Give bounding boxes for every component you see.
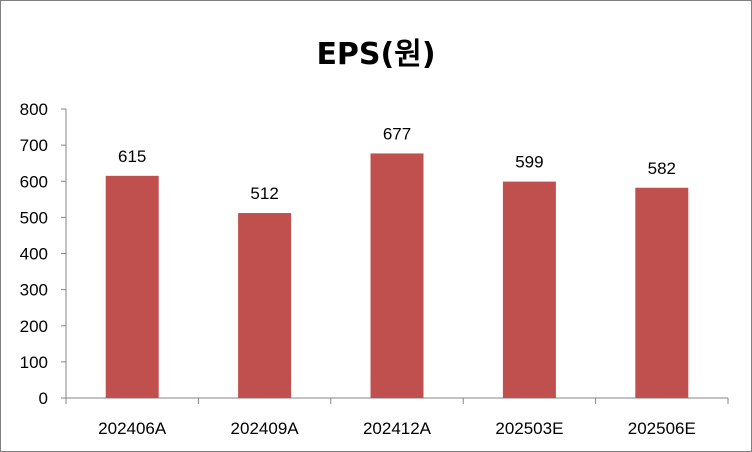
bar (635, 187, 689, 398)
data-label: 599 (515, 153, 543, 172)
y-tick-label: 400 (20, 245, 48, 264)
bar (105, 175, 159, 398)
x-tick-label: 202506E (628, 419, 696, 438)
data-label: 512 (250, 184, 278, 203)
y-tick-label: 700 (20, 136, 48, 155)
y-tick-label: 800 (20, 100, 48, 119)
bar (502, 181, 556, 398)
data-label: 677 (383, 124, 411, 143)
y-tick-label: 500 (20, 208, 48, 227)
data-label: 615 (118, 147, 146, 166)
x-tick-label: 202409A (231, 419, 300, 438)
bar (370, 153, 424, 398)
y-tick-label: 0 (39, 389, 48, 408)
y-tick-label: 300 (20, 281, 48, 300)
y-tick-label: 100 (20, 353, 48, 372)
x-tick-label: 202503E (495, 419, 563, 438)
chart-title: EPS(원) (316, 37, 436, 72)
y-tick-label: 200 (20, 317, 48, 336)
data-label: 582 (648, 159, 676, 178)
bar (238, 213, 292, 398)
y-tick-label: 600 (20, 172, 48, 191)
x-tick-label: 202412A (363, 419, 432, 438)
x-tick-label: 202406A (98, 419, 167, 438)
